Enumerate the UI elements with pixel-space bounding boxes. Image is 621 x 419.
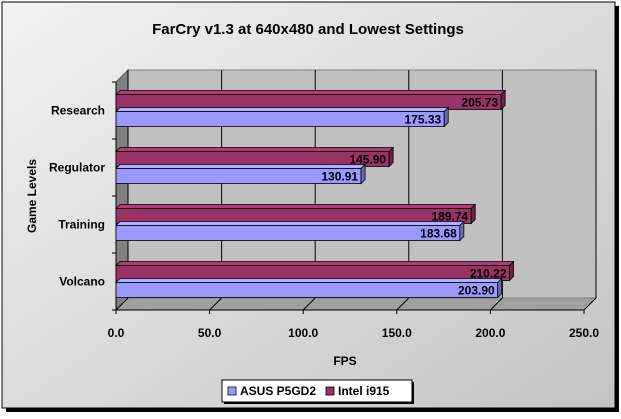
bar <box>115 282 499 298</box>
x-gridline-floor <box>209 297 222 311</box>
x-gridline-floor <box>396 297 410 311</box>
bar-value-label: 205.73 <box>461 96 498 110</box>
x-gridline-floor <box>490 297 503 311</box>
bar-top-face <box>115 147 395 152</box>
y-category-label: Regulator <box>49 161 105 175</box>
y-category-label: Volcano <box>59 275 105 289</box>
bar-value-label: 210.22 <box>470 267 507 281</box>
bar-end-face <box>509 260 514 282</box>
x-gridline-floor <box>583 297 597 311</box>
bar-top-face <box>115 90 507 95</box>
bar-end-face <box>459 220 465 242</box>
legend-label: Intel i915 <box>338 384 390 398</box>
bar <box>115 225 461 241</box>
x-tick-label: 0.0 <box>108 326 125 340</box>
x-tick-label: 100.0 <box>288 326 318 340</box>
legend-label: ASUS P5GD2 <box>240 384 316 398</box>
bar-end-face <box>360 163 366 185</box>
x-gridline-floor <box>115 297 129 311</box>
y-category-label: Training <box>58 218 105 232</box>
bar-value-label: 145.90 <box>349 153 386 167</box>
bar <box>115 111 445 127</box>
x-tick-label: 250.0 <box>569 326 599 340</box>
bar-top-face <box>115 204 477 209</box>
y-category-label: Research <box>51 104 105 118</box>
x-gridline-floor <box>302 297 316 311</box>
legend-swatch <box>227 386 237 396</box>
bar-end-face <box>388 146 394 168</box>
x-tick-label: 150.0 <box>382 326 412 340</box>
x-axis-title: FPS <box>333 354 356 368</box>
plot-area: 0.0 50.0 100.0 150.0 200.0 250.0 Research 205.7… <box>49 68 599 340</box>
bar-top-face <box>115 278 503 283</box>
bar-value-label: 130.91 <box>321 170 358 184</box>
bar-value-label: 183.68 <box>420 227 457 241</box>
bar-value-label: 203.90 <box>458 284 495 298</box>
bar-value-label: 175.33 <box>405 113 442 127</box>
bar-top-face <box>115 164 367 169</box>
legend-box <box>221 379 413 403</box>
bar-top-face <box>115 221 465 226</box>
bar-end-face <box>497 277 503 299</box>
bar-top-face <box>115 107 450 112</box>
x-tick-label: 50.0 <box>198 326 222 340</box>
bar-top-face <box>115 261 515 266</box>
legend: ASUS P5GD2 Intel i915 <box>221 379 414 404</box>
x-tick-label: 200.0 <box>475 326 505 340</box>
chart-title: FarCry v1.3 at 640x480 and Lowest Settin… <box>152 21 464 38</box>
legend-swatch <box>325 386 335 396</box>
bar-end-face <box>470 203 476 225</box>
bar-end-face <box>443 106 449 128</box>
bar-end-face <box>500 89 506 111</box>
bar-value-label: 189.74 <box>431 210 468 224</box>
y-axis-title: Game Levels <box>25 159 39 233</box>
plot-floor <box>114 297 598 311</box>
